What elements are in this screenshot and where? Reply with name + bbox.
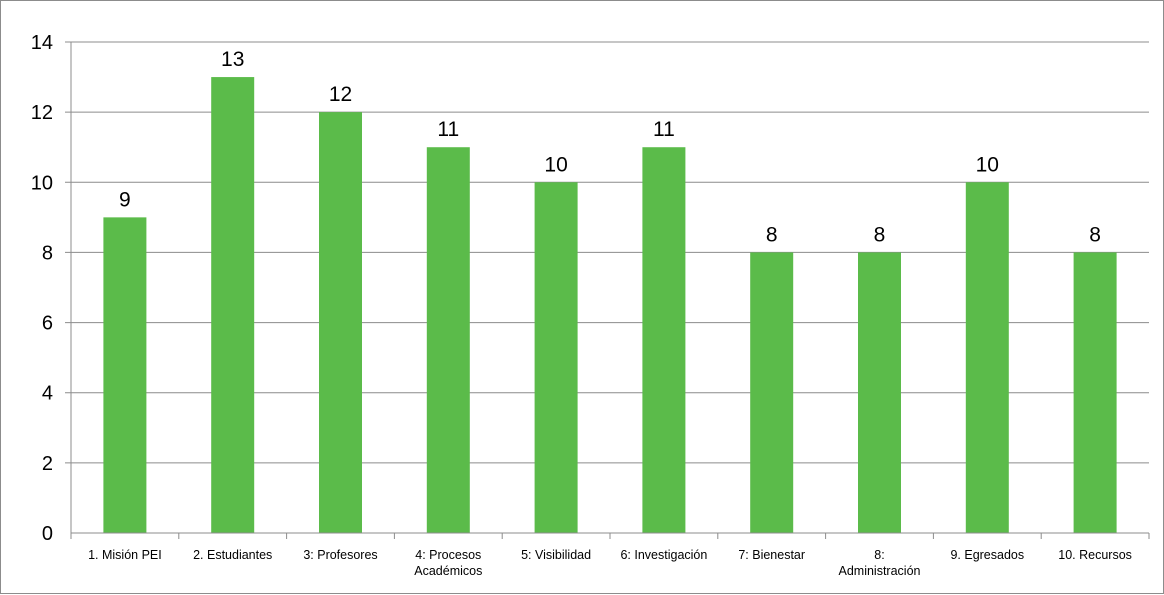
bar <box>426 147 470 533</box>
bar <box>965 182 1009 534</box>
data-label: 8 <box>1089 223 1101 246</box>
x-tick-label: 10. Recursos <box>1058 548 1132 562</box>
x-tick-label: 1. Misión PEI <box>88 548 162 562</box>
x-tick-label: Administración <box>839 564 921 578</box>
x-tick-label: 6: Investigación <box>620 548 707 562</box>
data-label: 10 <box>976 153 999 176</box>
bar <box>642 147 686 533</box>
bar <box>858 252 901 533</box>
y-tick-label: 2 <box>42 453 53 475</box>
bar <box>534 182 578 534</box>
y-tick-label: 10 <box>31 172 53 194</box>
y-tick-label: 0 <box>42 523 53 545</box>
data-label: 13 <box>221 48 244 71</box>
x-tick-label: 3: Profesores <box>303 548 377 562</box>
data-label: 8 <box>766 223 778 246</box>
bar <box>750 252 794 533</box>
x-tick-label: 8: <box>874 548 884 562</box>
x-tick-label: 9. Egresados <box>950 548 1024 562</box>
y-tick-label: 14 <box>31 32 53 54</box>
data-label: 11 <box>437 118 459 141</box>
y-tick-label: 12 <box>31 102 53 124</box>
bar <box>319 112 362 534</box>
data-label: 10 <box>544 153 567 176</box>
data-labels: 9 13 12 11 10 11 8 8 10 8 <box>119 48 1101 246</box>
y-tick-label: 6 <box>42 313 53 335</box>
x-tick-label: 7: Bienestar <box>738 548 805 562</box>
bar <box>1073 252 1117 533</box>
x-tick-label: 4: Procesos <box>415 548 481 562</box>
x-tick-label: 5: Visibilidad <box>521 548 591 562</box>
data-label: 12 <box>329 83 352 106</box>
axes: 0 2 4 6 8 10 12 14 1. Misión PEI 2. Estudiantes 3:… <box>31 32 1150 578</box>
x-tick-label: 2. Estudiantes <box>193 548 272 562</box>
y-tick-label: 4 <box>42 383 53 405</box>
data-label: 9 <box>119 188 131 211</box>
bars <box>103 77 1117 534</box>
x-tick-label: Académicos <box>414 564 482 578</box>
bar <box>103 217 147 533</box>
bar <box>211 77 255 534</box>
data-label: 8 <box>874 223 886 246</box>
data-label: 11 <box>653 118 675 141</box>
y-tick-label: 8 <box>42 242 53 264</box>
